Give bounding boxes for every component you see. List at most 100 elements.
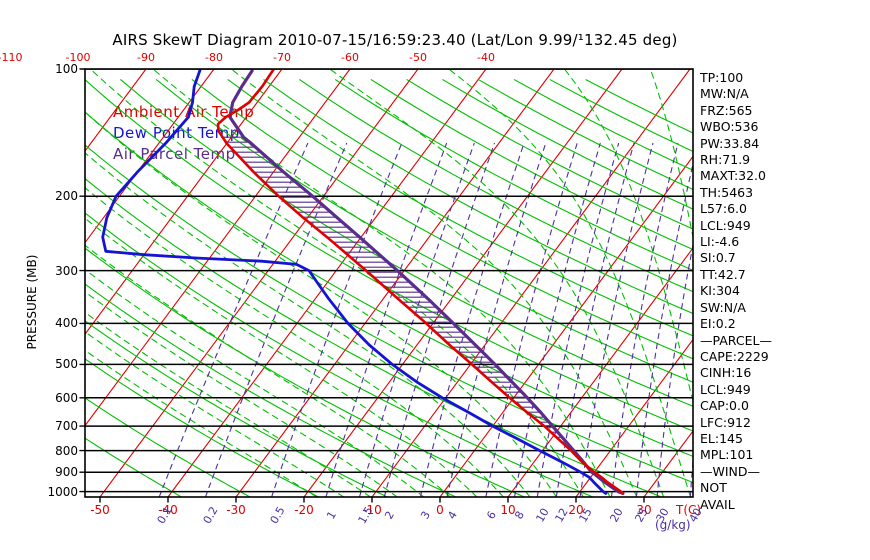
dry-adiabat-line <box>549 79 693 153</box>
pressure-tick-label: 800 <box>55 443 78 458</box>
dry-adiabat-line <box>85 437 183 497</box>
moist-adiabat-line <box>329 69 665 497</box>
mixing-ratio-line <box>158 142 309 497</box>
moist-adiabat-line <box>89 69 584 497</box>
dry-adiabat-line <box>85 358 320 497</box>
bottom-axis-tick-label: 10 <box>500 503 516 517</box>
axis-ticks <box>79 68 645 503</box>
stat-separator: AVAIL <box>700 496 735 512</box>
dry-adiabat-line <box>191 79 693 360</box>
bottom-axis-tick-label: 20 <box>568 503 584 517</box>
moist-adiabat-line <box>85 331 345 497</box>
bottom-axis-tick-label: -20 <box>294 503 314 517</box>
stat-separator: —PARCEL— <box>700 332 772 348</box>
stat-l57: L57:6.0 <box>700 201 747 217</box>
sounding-curves <box>101 69 625 495</box>
pressure-tick-label: 900 <box>55 465 78 480</box>
bottom-axis-tick-label: 0 <box>436 503 444 517</box>
moist-adiabat-line <box>85 291 398 497</box>
stat-lcl: LCL:949 <box>700 381 751 397</box>
stat-sw: SW:N/A <box>700 299 746 315</box>
bottom-axis-tick-label: -50 <box>90 503 110 517</box>
moist-adiabat-line <box>649 69 693 241</box>
legend-item-air-parcel-temp: Air Parcel Temp <box>113 145 236 163</box>
sounding-statistics-panel: TP:100 MW:N/A FRZ:565 WBO:536 PW:33.84 RH:71.… <box>700 70 870 513</box>
page-title: AIRS SkewT Diagram 2010-07-15/16:59:23.4… <box>0 31 790 49</box>
moist-adiabat-lines <box>85 69 693 497</box>
dry-adiabat-line <box>334 79 693 271</box>
mixing-ratio-line <box>446 142 547 497</box>
isotherm-line <box>371 69 691 497</box>
top-axis-tick-label: -100 <box>65 51 91 64</box>
dry-adiabat-line <box>85 283 457 497</box>
mixing-ratio-line <box>579 142 654 497</box>
dry-adiabat-line <box>85 397 251 497</box>
mixing-ratio-line <box>656 242 693 497</box>
moist-adiabat-line <box>85 152 531 497</box>
top-axis-tick-label: -110 <box>0 51 23 64</box>
pressure-tick-label: 600 <box>55 390 78 405</box>
plot-frame <box>84 68 694 498</box>
moist-adiabat-line <box>85 349 318 497</box>
title-product: AIRS SkewT Diagram <box>112 31 273 49</box>
cape-hatch-region <box>222 136 585 463</box>
mixing-ratio-line <box>689 454 693 497</box>
pressure-tick-label: 400 <box>55 316 78 331</box>
dry-adiabat-line <box>263 79 693 315</box>
legend-item-ambient-air-temp: Ambient Air Temp <box>113 103 255 121</box>
dry-adiabat-line <box>155 79 693 383</box>
ambient-air-temp-curve <box>216 69 625 495</box>
stat-el: EL:145 <box>700 430 743 446</box>
moist-adiabat-line <box>448 69 692 497</box>
top-axis-tick-label: -70 <box>273 51 291 64</box>
stat-ki: KI:304 <box>700 283 740 299</box>
pressure-tick-label: 1000 <box>47 484 78 499</box>
isotherm-line <box>848 69 870 497</box>
dry-adiabat-line <box>85 212 594 497</box>
stat-si: SI:0.7 <box>700 250 736 266</box>
x-axis-mixingratio-title: (g/kg) <box>655 518 691 532</box>
stat-li: LI:-4.6 <box>700 234 740 250</box>
bottom-axis-tick-label: -40 <box>158 503 178 517</box>
mixing-ratio-line <box>271 142 403 497</box>
mixing-ratio-line <box>204 142 348 497</box>
pressure-tick-label: 700 <box>55 419 78 434</box>
isotherm-lines <box>85 69 870 497</box>
mixing-ratio-line <box>536 142 620 497</box>
stat-mw: MW:N/A <box>700 86 749 102</box>
stat-maxt: MAXT:32.0 <box>700 168 766 184</box>
stat-tp: TP:100 <box>700 70 744 85</box>
dry-adiabat-line <box>85 144 693 484</box>
moist-adiabat-line <box>85 268 425 497</box>
stat-cape: CAPE:2229 <box>700 348 769 364</box>
pressure-tick-label: 300 <box>55 263 78 278</box>
isotherm-line <box>85 69 215 244</box>
moist-adiabat-line <box>85 187 504 497</box>
isobar-lines <box>85 69 693 493</box>
mixing-ratio-line <box>635 161 693 497</box>
dry-adiabat-line <box>85 79 693 432</box>
dry-adiabat-line <box>85 247 525 497</box>
isotherm-line <box>780 69 870 497</box>
bottom-axis-tick-label: 30 <box>636 503 652 517</box>
stat-lcl: LCL:949 <box>700 217 751 233</box>
isotherm-line <box>85 69 283 336</box>
isotherm-line <box>643 430 693 497</box>
mixing-ratio-line <box>513 142 601 497</box>
dry-adiabat-line <box>370 79 693 251</box>
dry-adiabat-line <box>85 111 693 458</box>
stat-mpl: MPL:101 <box>700 447 754 463</box>
title-datetime: 2010-07-15/16:59:23.40 <box>277 31 466 49</box>
title-latlon: (Lat/Lon 9.99/¹132.45 deg) <box>470 31 678 49</box>
isotherm-line <box>439 155 693 497</box>
dry-adiabat-line <box>585 79 693 134</box>
stat-separator: —WIND— <box>700 463 761 479</box>
mixing-ratio-line <box>610 142 679 497</box>
isotherm-line <box>712 69 870 497</box>
isotherm-line <box>85 69 147 153</box>
stat-th: TH:5463 <box>700 184 754 200</box>
dry-adiabat-line <box>120 79 693 407</box>
stat-wbo: WBO:536 <box>700 119 759 135</box>
